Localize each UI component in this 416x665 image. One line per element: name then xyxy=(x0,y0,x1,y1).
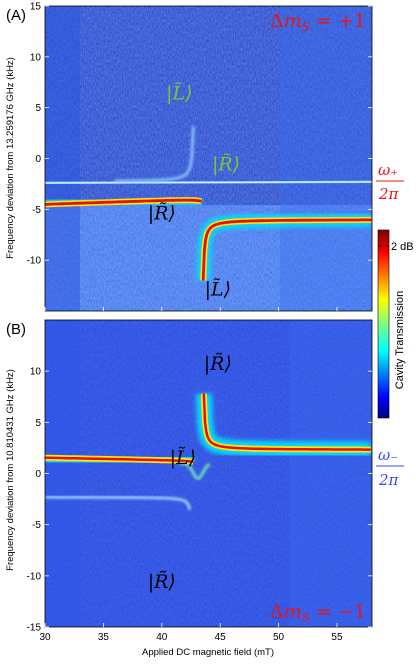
panel-b-heatmap xyxy=(45,320,372,627)
panel-a: 15 10 5 0 -5 -10 (A) Frequency deviation from… xyxy=(5,2,373,312)
colorbar-label: Cavity Transmission xyxy=(394,291,406,389)
y-tick-label: 0 xyxy=(35,469,41,480)
y-tick-label: 10 xyxy=(30,367,42,378)
state-label-text: |R̃⟩ xyxy=(148,570,176,592)
panel-b-x-axis-label: Applied DC magnetic field (mT) xyxy=(142,647,274,658)
state-label-text: |L̃⟩ xyxy=(170,447,196,469)
omega-plus-numerator: ω₊ xyxy=(378,161,398,179)
cavity-line-core xyxy=(45,181,372,184)
state-label-a-0: |L̃⟩ xyxy=(166,82,192,104)
omega-plus-denominator: 2π xyxy=(378,185,400,203)
state-label-a-3: |L̃⟩ xyxy=(205,278,231,300)
anticrossing-link xyxy=(179,461,211,481)
panel-a-y-ticks: 15 10 5 0 -5 -10 xyxy=(27,2,372,267)
panel-a-y-axis-label: Frequency deviation from 13.259176 GHz (… xyxy=(5,57,16,259)
x-tick-label: 50 xyxy=(273,632,285,643)
y-tick-label: 5 xyxy=(35,418,41,429)
y-tick-label: 5 xyxy=(35,103,41,114)
upper-right-core xyxy=(202,393,371,451)
upper-branch xyxy=(115,125,195,183)
panel-a-transition-label: ΔmS = +1 xyxy=(270,10,366,34)
state-label-text: |L̃⟩ xyxy=(205,278,231,300)
state-label-a-1: |R̃⟩ xyxy=(212,153,240,175)
x-tick-label: 40 xyxy=(156,632,168,643)
panel-a-features xyxy=(45,125,372,281)
panel-b-label: (B) xyxy=(6,321,26,338)
y-tick-label: 15 xyxy=(30,2,42,13)
state-label-b-1: |L̃⟩ xyxy=(170,447,196,469)
panel-b-transition-label: ΔmS = −1 xyxy=(270,601,366,625)
right-branch-core xyxy=(201,218,372,281)
panel-b-x-ticks: 30 35 40 45 50 55 xyxy=(39,307,343,643)
state-label-text: |R̃⟩ xyxy=(148,202,176,224)
omega-plus-label: ω₊ 2π xyxy=(376,161,404,203)
x-tick-label: 30 xyxy=(39,632,51,643)
panel-b-state-labels: |R̃⟩ |L̃⟩ |R̃⟩ xyxy=(148,353,232,593)
panel-b-y-axis-label: Frequency deviation from 10.810431 GHz (… xyxy=(5,369,16,571)
colorbar-gradient xyxy=(377,229,390,419)
x-tick-label: 45 xyxy=(215,632,227,643)
panel-a-state-labels: |L̃⟩ |R̃⟩ |R̃⟩ |L̃⟩ xyxy=(148,82,240,301)
x-tick-label: 55 xyxy=(331,632,343,643)
omega-minus-numerator: ω₋ xyxy=(378,446,398,464)
panel-b-y-ticks: 10 5 0 -5 -10 -15 xyxy=(27,367,372,634)
y-tick-label: -10 xyxy=(27,256,42,267)
omega-minus-denominator: 2π xyxy=(378,471,400,489)
y-tick-label: -5 xyxy=(32,205,41,216)
y-tick-label: -15 xyxy=(27,623,42,634)
y-tick-label: 10 xyxy=(30,52,42,63)
y-tick-label: -10 xyxy=(27,571,42,582)
omega-minus-label: ω₋ 2π xyxy=(376,446,404,489)
state-label-b-0: |R̃⟩ xyxy=(204,353,232,375)
colorbar-tick: 2 dB xyxy=(391,241,414,253)
state-label-text: |L̃⟩ xyxy=(166,82,192,104)
state-label-text: |R̃⟩ xyxy=(204,353,232,375)
lower-branch-core xyxy=(45,198,202,206)
panel-a-heatmap xyxy=(45,6,372,311)
y-tick-label: -5 xyxy=(32,520,41,531)
x-tick-label: 35 xyxy=(98,632,110,643)
colorbar: 2 dB Cavity Transmission xyxy=(377,229,414,419)
panel-b-features xyxy=(45,393,371,511)
state-label-a-2: |R̃⟩ xyxy=(148,202,176,224)
panel-a-label: (A) xyxy=(6,7,26,24)
y-tick-label: 0 xyxy=(35,154,41,165)
strong-line-core xyxy=(45,456,194,464)
state-label-text: |R̃⟩ xyxy=(212,153,240,175)
weak-lower-line xyxy=(45,496,191,511)
state-label-b-2: |R̃⟩ xyxy=(148,570,176,592)
